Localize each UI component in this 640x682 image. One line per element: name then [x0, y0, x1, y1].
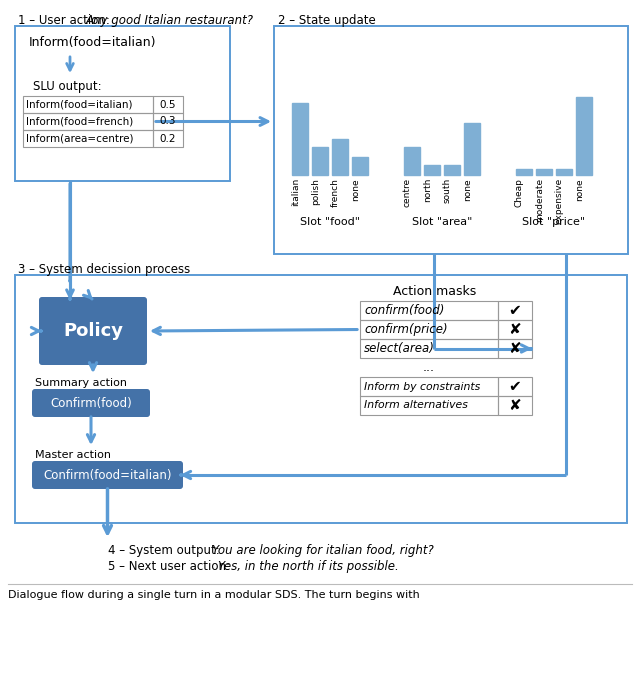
- Bar: [23, 113, 153, 130]
- Bar: [292, 103, 308, 175]
- Text: 1 – User action:: 1 – User action:: [18, 14, 114, 27]
- Text: Inform by constraints: Inform by constraints: [364, 381, 480, 391]
- Bar: [312, 147, 328, 175]
- Bar: [360, 301, 498, 320]
- Text: italian: italian: [291, 178, 300, 206]
- Bar: [516, 169, 532, 175]
- Text: SLU output:: SLU output:: [33, 80, 102, 93]
- Text: Inform(food=french): Inform(food=french): [26, 117, 133, 126]
- Text: ✔: ✔: [509, 379, 522, 394]
- Text: south: south: [443, 178, 452, 203]
- Text: confirm(food): confirm(food): [364, 304, 444, 317]
- Bar: [536, 169, 552, 175]
- Bar: [153, 130, 183, 147]
- Bar: [498, 396, 532, 415]
- Text: select(area): select(area): [364, 342, 435, 355]
- Text: 2 – State update: 2 – State update: [278, 14, 376, 27]
- Text: Any good Italian restaurant?: Any good Italian restaurant?: [86, 14, 254, 27]
- Text: Cheap: Cheap: [515, 178, 524, 207]
- Text: north: north: [423, 178, 432, 203]
- Text: none: none: [575, 178, 584, 201]
- FancyBboxPatch shape: [39, 297, 147, 365]
- Text: Inform(area=centre): Inform(area=centre): [26, 134, 134, 143]
- Bar: [498, 301, 532, 320]
- Bar: [23, 96, 153, 113]
- Text: none: none: [463, 178, 472, 201]
- Text: ✘: ✘: [509, 322, 522, 337]
- Text: 0.3: 0.3: [160, 117, 176, 126]
- Bar: [360, 339, 498, 358]
- Text: moderate: moderate: [535, 178, 544, 222]
- Text: Policy: Policy: [63, 322, 123, 340]
- Bar: [498, 377, 532, 396]
- Bar: [332, 139, 348, 175]
- Text: 4 – System output:: 4 – System output:: [108, 544, 223, 557]
- Bar: [498, 339, 532, 358]
- Bar: [360, 396, 498, 415]
- Bar: [498, 320, 532, 339]
- Text: ...: ...: [423, 361, 435, 374]
- Text: french: french: [331, 178, 340, 207]
- Text: 0.2: 0.2: [160, 134, 176, 143]
- Text: 3 – System decission process: 3 – System decission process: [18, 263, 190, 276]
- Text: 5 – Next user action:: 5 – Next user action:: [108, 560, 234, 573]
- Bar: [153, 113, 183, 130]
- Text: Slot "food": Slot "food": [300, 217, 360, 227]
- Text: centre: centre: [403, 178, 412, 207]
- Text: Action masks: Action masks: [394, 285, 477, 298]
- Text: Master action: Master action: [35, 450, 111, 460]
- Text: ✔: ✔: [509, 303, 522, 318]
- Text: ✘: ✘: [509, 341, 522, 356]
- Bar: [15, 26, 230, 181]
- Text: Slot "area": Slot "area": [412, 217, 472, 227]
- Text: confirm(price): confirm(price): [364, 323, 447, 336]
- Bar: [15, 275, 627, 523]
- Bar: [23, 130, 153, 147]
- Text: ✘: ✘: [509, 398, 522, 413]
- Text: Confirm(food): Confirm(food): [50, 396, 132, 409]
- Bar: [360, 377, 498, 396]
- Text: Yes, in the north if its possible.: Yes, in the north if its possible.: [218, 560, 399, 573]
- Bar: [424, 165, 440, 175]
- Bar: [576, 97, 592, 175]
- Text: Inform(food=italian): Inform(food=italian): [29, 36, 157, 49]
- Text: polish: polish: [311, 178, 320, 205]
- Text: Confirm(food=italian): Confirm(food=italian): [44, 469, 172, 481]
- Bar: [360, 320, 498, 339]
- Bar: [352, 157, 368, 175]
- Bar: [556, 169, 572, 175]
- Bar: [153, 96, 183, 113]
- Text: Inform alternatives: Inform alternatives: [364, 400, 468, 411]
- Text: Summary action: Summary action: [35, 378, 127, 388]
- FancyBboxPatch shape: [32, 461, 183, 489]
- Text: 0.5: 0.5: [160, 100, 176, 110]
- Bar: [274, 26, 628, 254]
- Text: expensive: expensive: [555, 178, 564, 224]
- Text: none: none: [351, 178, 360, 201]
- Text: You are looking for italian food, right?: You are looking for italian food, right?: [212, 544, 434, 557]
- Bar: [444, 165, 460, 175]
- Bar: [464, 123, 480, 175]
- FancyBboxPatch shape: [32, 389, 150, 417]
- Text: Slot "price": Slot "price": [522, 217, 586, 227]
- Text: Inform(food=italian): Inform(food=italian): [26, 100, 132, 110]
- Bar: [404, 147, 420, 175]
- Text: Dialogue flow during a single turn in a modular SDS. The turn begins with: Dialogue flow during a single turn in a …: [8, 590, 420, 600]
